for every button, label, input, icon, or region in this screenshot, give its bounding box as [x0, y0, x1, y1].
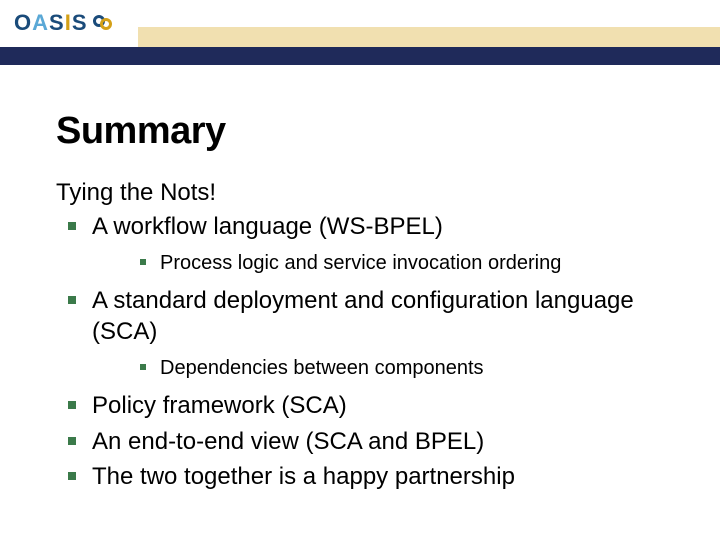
slide-subtitle: Tying the Nots! [56, 179, 680, 207]
slide-title: Summary [56, 110, 680, 153]
list-item-label: Process logic and service invocation ord… [160, 252, 561, 274]
list-item-label: The two together is a happy partnership [92, 463, 515, 490]
list-item: Policy framework (SCA) [56, 390, 680, 422]
logo-letter: S [72, 10, 88, 35]
logo-letter: O [14, 10, 32, 35]
list-item-label: An end-to-end view (SCA and BPEL) [92, 428, 484, 455]
list-item-label: Policy framework (SCA) [92, 392, 347, 419]
oasis-logo: OASIS [14, 10, 114, 36]
list-item: A workflow language (WS-BPEL) Process lo… [56, 211, 680, 277]
list-item-label: A workflow language (WS-BPEL) [92, 213, 443, 240]
sub-bullet-list: Process logic and service invocation ord… [92, 249, 680, 277]
logo-letter: A [32, 10, 49, 35]
header-tan-strip [138, 27, 720, 47]
list-item: Process logic and service invocation ord… [92, 249, 680, 277]
sub-bullet-list: Dependencies between components [92, 354, 680, 382]
oasis-logo-text: OASIS [14, 10, 88, 36]
logo-letter: S [49, 10, 65, 35]
interlock-icon [92, 12, 114, 34]
header-navy-strip [0, 47, 720, 65]
slide: OASIS Summary Tying the Nots! A workflow… [0, 0, 720, 540]
list-item-label: Dependencies between components [160, 357, 484, 379]
list-item: A standard deployment and configuration … [56, 285, 680, 382]
slide-content: Summary Tying the Nots! A workflow langu… [56, 110, 680, 493]
list-item-label: A standard deployment and configuration … [92, 287, 634, 346]
list-item: The two together is a happy partnership [56, 461, 680, 493]
list-item: An end-to-end view (SCA and BPEL) [56, 426, 680, 458]
header-bar: OASIS [0, 0, 720, 54]
bullet-list: A workflow language (WS-BPEL) Process lo… [56, 211, 680, 493]
list-item: Dependencies between components [92, 354, 680, 382]
logo-letter: I [65, 10, 72, 35]
